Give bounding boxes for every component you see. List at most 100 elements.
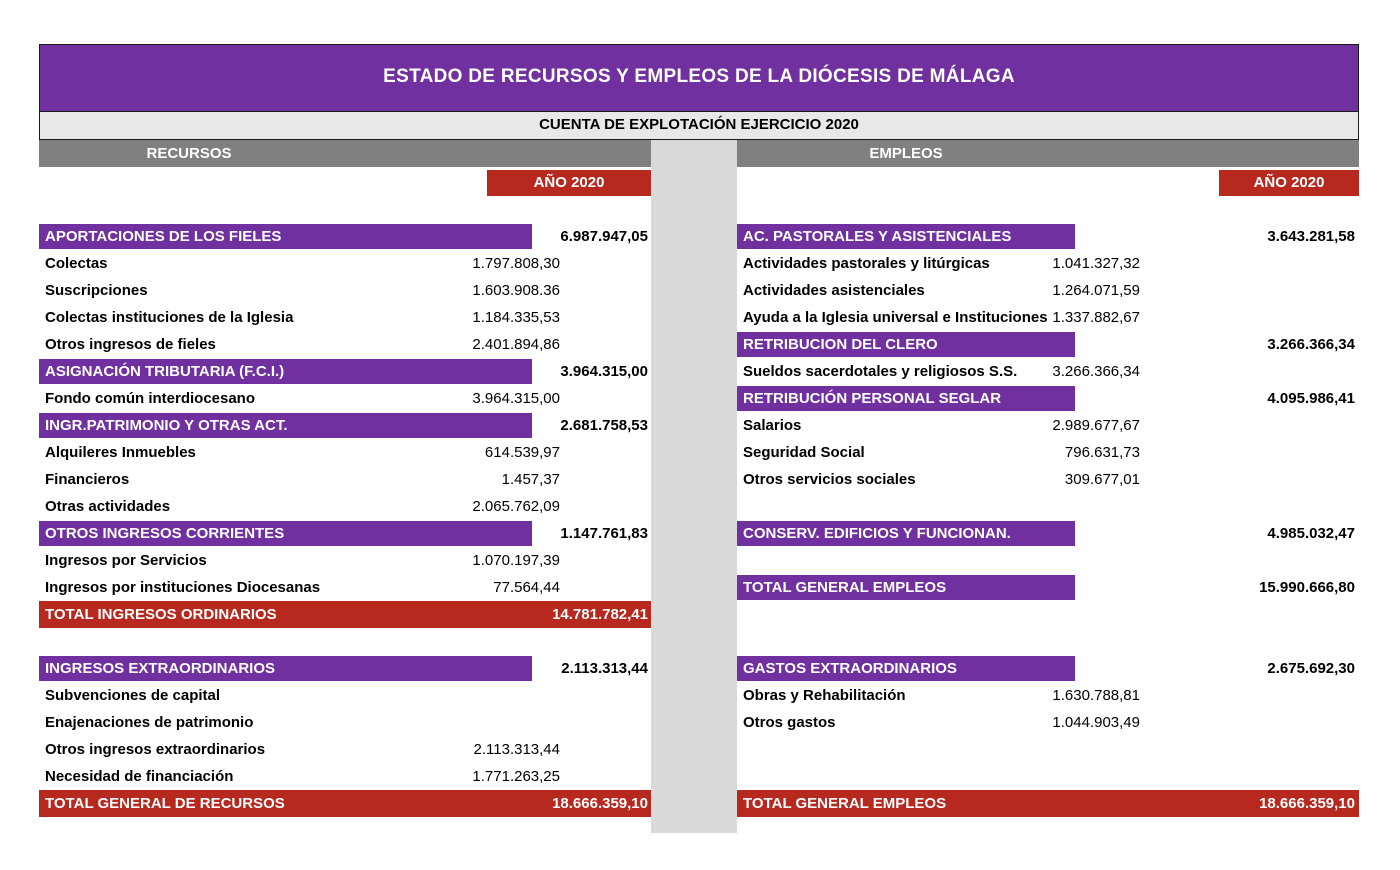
section-label: OTROS INGRESOS CORRIENTES (45, 525, 285, 542)
section-label: AC. PASTORALES Y ASISTENCIALES (743, 228, 1012, 245)
recursos-year-row: AÑO 2020 (39, 167, 651, 197)
report-title-banner: ESTADO DE RECURSOS Y EMPLEOS DE LA DIÓCE… (39, 44, 1359, 112)
item-label: Actividades asistenciales (743, 282, 925, 299)
empleos-table-row: AC. PASTORALES Y ASISTENCIALES 3.643.281,… (737, 223, 1359, 250)
empleos-table-row: Otros gastos 1.044.903,49 (737, 709, 1359, 736)
section-header-bar: AC. PASTORALES Y ASISTENCIALES (737, 224, 1075, 249)
grand-total-label: TOTAL GENERAL EMPLEOS (743, 795, 947, 812)
empleos-spacer-row (737, 763, 1359, 790)
recursos-table-row: Colectas 1.797.808,30 (39, 250, 651, 277)
item-amount: 614.539,97 (484, 444, 560, 461)
recursos-table-row: Fondo común interdiocesano 3.964.315,00 (39, 385, 651, 412)
section-header-bar: RETRIBUCION DEL CLERO (737, 332, 1075, 357)
section-total-value: 3.266.366,34 (1267, 336, 1355, 353)
item-amount: 2.401.894,86 (472, 336, 560, 353)
section-label: TOTAL GENERAL EMPLEOS (743, 579, 947, 596)
item-label: Otros servicios sociales (743, 471, 916, 488)
empleos-spacer-row (737, 736, 1359, 763)
empleos-table-row: Obras y Rehabilitación 1.630.788,81 (737, 682, 1359, 709)
item-label: Otros ingresos extraordinarios (45, 741, 266, 758)
section-header-bar: INGR.PATRIMONIO Y OTRAS ACT. (39, 413, 532, 438)
empleos-spacer-row (737, 493, 1359, 520)
recursos-table-row: ASIGNACIÓN TRIBUTARIA (F.C.I.) 3.964.315,… (39, 358, 651, 385)
section-total-value: 3.643.281,58 (1267, 228, 1355, 245)
section-label: RETRIBUCIÓN PERSONAL SEGLAR (743, 390, 1002, 407)
grand-total-value: 14.781.782,41 (552, 606, 648, 623)
item-label: Salarios (743, 417, 802, 434)
item-label: Otros gastos (743, 714, 836, 731)
grand-total-value: 18.666.359,10 (1259, 795, 1355, 812)
recursos-table-row: Colectas instituciones de la Iglesia 1.18… (39, 304, 651, 331)
empleos-table-row: RETRIBUCIÓN PERSONAL SEGLAR 4.095.986,41 (737, 385, 1359, 412)
empleos-spacer-row (737, 628, 1359, 655)
recursos-table-row: Necesidad de financiación 1.771.263,25 (39, 763, 651, 790)
section-header-bar: INGRESOS EXTRAORDINARIOS (39, 656, 532, 681)
section-total-value: 1.147.761,83 (560, 525, 648, 542)
item-amount: 796.631,73 (1064, 444, 1140, 461)
empleos-table-row: TOTAL GENERAL EMPLEOS 15.990.666,80 (737, 574, 1359, 601)
recursos-table-row: INGRESOS EXTRAORDINARIOS 2.113.313,44 (39, 655, 651, 682)
item-amount: 1.457,37 (501, 471, 560, 488)
statement-body: RECURSOS AÑO 2020 APORTACIONES DE LOS FI… (39, 140, 1359, 833)
recursos-table-row: Otras actividades 2.065.762,09 (39, 493, 651, 520)
recursos-lead-gap (39, 197, 651, 223)
item-label: Alquileres Inmuebles (45, 444, 196, 461)
section-total-value: 2.681.758,53 (560, 417, 648, 434)
recursos-table-row: Enajenaciones de patrimonio (39, 709, 651, 736)
item-label: Subvenciones de capital (45, 687, 221, 704)
recursos-table-row: Otros ingresos de fieles 2.401.894,86 (39, 331, 651, 358)
empleos-table-row: Ayuda a la Iglesia universal e Instituci… (737, 304, 1359, 331)
item-label: Otras actividades (45, 498, 171, 515)
item-amount: 1.041.327,32 (1052, 255, 1140, 272)
empleos-panel: EMPLEOS AÑO 2020 AC. PASTORALES Y ASISTE… (737, 140, 1359, 817)
empleos-table-row: Sueldos sacerdotales y religiosos S.S. 3.… (737, 358, 1359, 385)
item-label: Ingresos por instituciones Diocesanas (45, 579, 321, 596)
empleos-header: EMPLEOS (737, 140, 1359, 167)
item-label: Enajenaciones de patrimonio (45, 714, 254, 731)
section-label: APORTACIONES DE LOS FIELES (45, 228, 282, 245)
item-label: Ayuda a la Iglesia universal e Instituci… (743, 309, 1048, 326)
item-label: Otros ingresos de fieles (45, 336, 216, 353)
empleos-table-row: GASTOS EXTRAORDINARIOS 2.675.692,30 (737, 655, 1359, 682)
empleos-year-row: AÑO 2020 (737, 167, 1359, 197)
report-subtitle-bar: CUENTA DE EXPLOTACIÓN EJERCICIO 2020 (39, 112, 1359, 140)
section-header-bar: TOTAL GENERAL EMPLEOS (737, 575, 1075, 600)
item-amount: 309.677,01 (1064, 471, 1140, 488)
item-amount: 1.630.788,81 (1052, 687, 1140, 704)
empleos-table-row: RETRIBUCION DEL CLERO 3.266.366,34 (737, 331, 1359, 358)
item-label: Sueldos sacerdotales y religiosos S.S. (743, 363, 1018, 380)
recursos-spacer-row (39, 628, 651, 655)
report-title: ESTADO DE RECURSOS Y EMPLEOS DE LA DIÓCE… (383, 66, 1015, 87)
item-label: Necesidad de financiación (45, 768, 234, 785)
recursos-table-row: OTROS INGRESOS CORRIENTES 1.147.761,83 (39, 520, 651, 547)
item-label: Suscripciones (45, 282, 148, 299)
empleos-table-row: Actividades asistenciales 1.264.071,59 (737, 277, 1359, 304)
recursos-panel: RECURSOS AÑO 2020 APORTACIONES DE LOS FI… (39, 140, 651, 817)
recursos-table-row: Otros ingresos extraordinarios 2.113.313,… (39, 736, 651, 763)
empleos-header-label: EMPLEOS (869, 145, 943, 162)
column-divider (651, 140, 737, 833)
item-label: Colectas instituciones de la Iglesia (45, 309, 294, 326)
recursos-table-row: Ingresos por instituciones Diocesanas 77.… (39, 574, 651, 601)
recursos-table-row: APORTACIONES DE LOS FIELES 6.987.947,05 (39, 223, 651, 250)
recursos-table-row: Suscripciones 1.603.908.36 (39, 277, 651, 304)
recursos-table-row: TOTAL GENERAL DE RECURSOS 18.666.359,10 (39, 790, 651, 817)
recursos-table-row: INGR.PATRIMONIO Y OTRAS ACT. 2.681.758,53 (39, 412, 651, 439)
item-label: Obras y Rehabilitación (743, 687, 906, 704)
recursos-year-badge: AÑO 2020 (487, 170, 651, 196)
item-amount: 1.044.903,49 (1052, 714, 1140, 731)
item-amount: 1.797.808,30 (472, 255, 560, 272)
empleos-spacer-row (737, 547, 1359, 574)
item-amount: 2.989.677,67 (1052, 417, 1140, 434)
empleos-table-row: CONSERV. EDIFICIOS Y FUNCIONAN. 4.985.032… (737, 520, 1359, 547)
item-amount: 3.266.366,34 (1052, 363, 1140, 380)
empleos-rows: AC. PASTORALES Y ASISTENCIALES 3.643.281,… (737, 223, 1359, 817)
recursos-table-row: TOTAL INGRESOS ORDINARIOS 14.781.782,41 (39, 601, 651, 628)
section-total-value: 2.675.692,30 (1267, 660, 1355, 677)
item-label: Fondo común interdiocesano (45, 390, 256, 407)
item-amount: 1.264.071,59 (1052, 282, 1140, 299)
empleos-table-row: Seguridad Social 796.631,73 (737, 439, 1359, 466)
grand-total-value: 18.666.359,10 (552, 795, 648, 812)
item-amount: 3.964.315,00 (472, 390, 560, 407)
item-label: Financieros (45, 471, 130, 488)
